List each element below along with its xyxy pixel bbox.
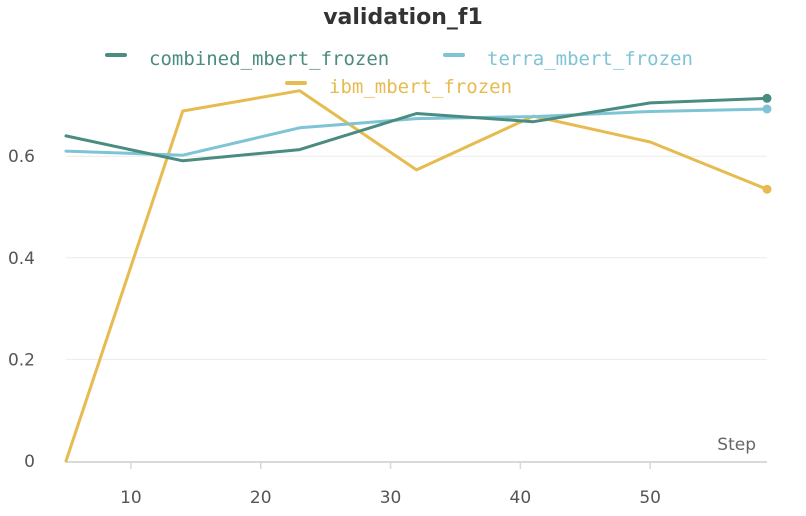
x-tick-label: 20	[250, 488, 272, 508]
x-tick-label: 10	[120, 488, 142, 508]
series-endpoint-2[interactable]	[762, 184, 772, 194]
y-tick-label: 0.4	[8, 249, 35, 269]
series-endpoint-1[interactable]	[762, 104, 772, 114]
legend: combined_mbert_frozen terra_mbert_frozen…	[105, 48, 693, 98]
chart-title: validation_f1	[323, 5, 483, 30]
series-line-1[interactable]	[64, 107, 769, 157]
legend-label-terra: terra_mbert_frozen	[487, 48, 693, 70]
x-tick-label: 30	[380, 488, 402, 508]
legend-item-ibm[interactable]: ibm_mbert_frozen	[285, 76, 512, 98]
series-line-2[interactable]	[64, 89, 769, 463]
plot-area	[64, 89, 772, 463]
gridlines	[66, 155, 767, 360]
y-tick-label: 0.2	[8, 350, 35, 370]
y-tick-label: 0.6	[8, 147, 35, 167]
x-tick-label: 40	[510, 488, 532, 508]
series-line-0[interactable]	[64, 96, 769, 163]
y-tick-label: 0	[24, 452, 35, 472]
series-endpoint-0[interactable]	[762, 93, 772, 103]
y-axis: 0 0.2 0.4 0.6	[8, 147, 35, 472]
x-axis-title: Step	[717, 435, 756, 455]
legend-label-ibm: ibm_mbert_frozen	[329, 76, 512, 98]
legend-item-combined[interactable]: combined_mbert_frozen	[105, 48, 389, 70]
x-tick-label: 50	[639, 488, 661, 508]
legend-item-terra[interactable]: terra_mbert_frozen	[443, 48, 693, 70]
legend-label-combined: combined_mbert_frozen	[149, 48, 389, 70]
x-axis: 10 20 30 40 50	[66, 461, 767, 508]
